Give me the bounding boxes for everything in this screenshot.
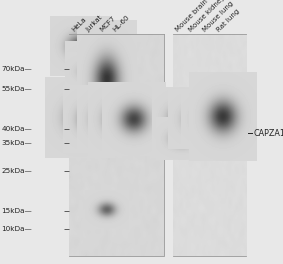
Text: 35kDa—: 35kDa— <box>1 140 32 146</box>
Text: MCF7: MCF7 <box>98 15 116 33</box>
Text: Mouse lung: Mouse lung <box>202 0 235 33</box>
Text: 40kDa—: 40kDa— <box>1 126 32 131</box>
Bar <box>69 34 164 256</box>
Bar <box>173 34 246 256</box>
Text: Mouse kidney: Mouse kidney <box>188 0 227 33</box>
Text: 10kDa—: 10kDa— <box>1 227 32 233</box>
Text: Rat lung: Rat lung <box>215 8 240 33</box>
Text: 55kDa—: 55kDa— <box>1 86 32 92</box>
Text: HL-60: HL-60 <box>112 14 131 33</box>
Text: Jurkat: Jurkat <box>85 14 104 33</box>
Text: Mouse brain: Mouse brain <box>175 0 209 33</box>
Text: 25kDa—: 25kDa— <box>1 168 32 174</box>
Text: 15kDa—: 15kDa— <box>1 208 32 214</box>
Text: CAPZA1: CAPZA1 <box>253 129 283 138</box>
Text: HeLa: HeLa <box>71 16 88 33</box>
Text: 70kDa—: 70kDa— <box>1 66 32 72</box>
